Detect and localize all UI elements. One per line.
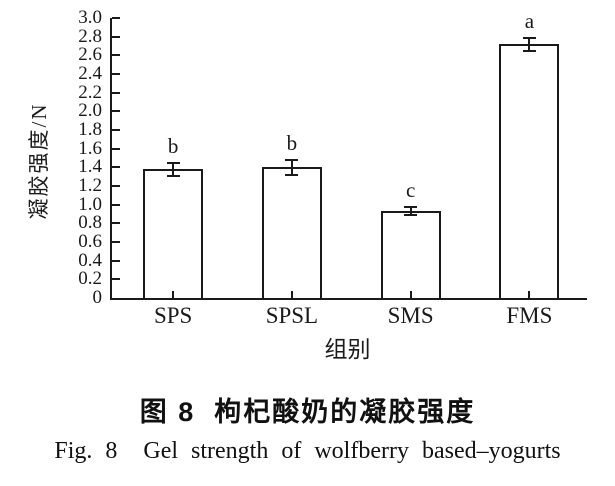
y-tick-label-layer: 0 0.2 0.4 0.6 0.8 1.0 1.2 1.4 1.6 1.8 2.0 2.2 2.4 2.6… (62, 8, 106, 307)
y-axis-tick-label: 0.8 (78, 212, 102, 234)
y-axis-tick-label: 1.4 (78, 156, 102, 178)
x-axis-tick (172, 291, 175, 298)
x-axis-tick (290, 291, 293, 298)
error-bar-cap-top (166, 161, 180, 164)
significance-letter: a (524, 8, 535, 33)
y-axis-tick (112, 110, 120, 113)
significance-letter: c (405, 178, 416, 203)
category-label-sms: SMS (387, 303, 434, 328)
bar-spsl (261, 167, 322, 298)
y-axis-tick-label: 2.0 (78, 100, 102, 122)
y-axis-label: 凝胶强度/N (27, 102, 51, 220)
y-axis-tick (112, 185, 120, 187)
error-bar-cap-bottom (285, 173, 299, 176)
y-axis-tick (112, 278, 120, 281)
y-axis-tick-label: 2.8 (78, 25, 102, 47)
error-bar-cap-top (404, 206, 418, 209)
error-bar-cap-bottom (522, 49, 536, 52)
y-axis-tick-label: 0.6 (78, 231, 102, 252)
caption-chinese: 图 8 枸杞酸奶的凝胶强度 (139, 397, 476, 427)
y-axis-tick-label: 1.8 (78, 119, 102, 140)
y-axis-tick-label: 0 (92, 287, 103, 308)
y-axis-tick (112, 147, 120, 150)
y-axis-tick-label: 0.4 (78, 249, 102, 271)
y-axis-tick-label: 3.0 (78, 7, 102, 28)
error-bar (409, 207, 412, 215)
y-axis-tick-label: 1.0 (78, 193, 102, 215)
x-axis-label: 组别 (324, 337, 371, 362)
y-axis-tick (112, 73, 120, 75)
category-label-spsl: SPSL (265, 303, 319, 328)
bar-sps (143, 169, 204, 298)
error-bar (528, 37, 531, 51)
x-axis-tick (528, 291, 531, 298)
y-axis-tick (112, 259, 120, 262)
y-axis-tick (112, 241, 120, 243)
y-axis-tick (112, 222, 120, 225)
bar-sms (380, 211, 441, 298)
error-bar (172, 162, 175, 176)
bar-fms (499, 44, 560, 298)
y-axis-tick (112, 17, 120, 19)
y-axis-tick-label: 2.6 (78, 44, 102, 66)
y-axis-tick (112, 203, 120, 206)
y-axis-tick-label: 1.2 (78, 175, 102, 196)
category-label-sps: SPS (153, 303, 193, 328)
caption-english: Fig. 8 Gel strength of wolfberry based–y… (54, 438, 561, 464)
error-bar-cap-top (522, 36, 536, 39)
error-bar (290, 159, 293, 175)
error-bar-cap-bottom (404, 213, 418, 216)
y-axis-tick-label: 0.2 (78, 268, 102, 290)
y-axis-tick (112, 54, 120, 57)
y-axis-tick-label: 2.2 (78, 81, 102, 103)
error-bar-cap-bottom (166, 174, 180, 177)
y-axis-tick-label: 2.4 (78, 63, 102, 84)
y-axis-tick-label: 1.6 (78, 137, 102, 159)
category-label-fms: FMS (506, 303, 553, 328)
y-axis-tick (112, 91, 120, 94)
error-bar-cap-top (285, 158, 299, 161)
bar-chart-plot-area: b SPS b SPSL c SMS a FMS (110, 10, 587, 328)
x-axis-tick (409, 291, 412, 298)
y-axis-tick (112, 166, 120, 169)
significance-letter: b (167, 133, 179, 158)
y-axis-tick (112, 35, 120, 38)
significance-letter: b (286, 130, 298, 155)
y-axis-tick (112, 129, 120, 131)
